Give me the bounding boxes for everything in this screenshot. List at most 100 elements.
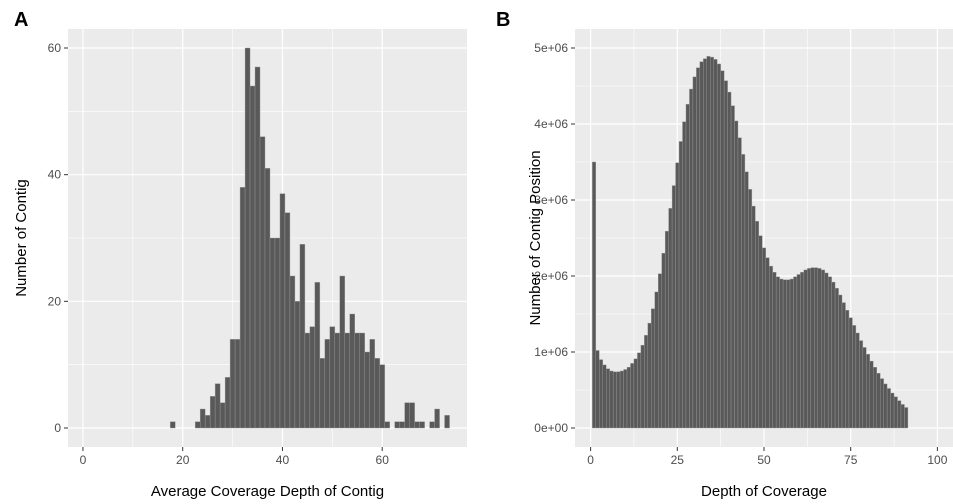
- y-tick-label: 0: [54, 421, 61, 435]
- x-tick-label: 60: [376, 453, 390, 467]
- x-tick-label: 0: [587, 453, 594, 467]
- histogram-bar: [762, 247, 766, 429]
- histogram-bar: [800, 272, 805, 429]
- histogram-bar: [359, 332, 365, 429]
- histogram-bar: [409, 402, 415, 429]
- x-tick-label: 100: [927, 453, 947, 467]
- histogram-bar: [249, 85, 256, 429]
- histogram-bar: [612, 371, 617, 429]
- histogram-bar: [703, 58, 707, 429]
- histogram-bar: [821, 269, 825, 429]
- histogram-bar: [855, 332, 860, 429]
- histogram-bar: [765, 257, 770, 429]
- y-tick-label: 3e+06: [534, 193, 568, 207]
- histogram-bar: [713, 59, 718, 429]
- histogram-bar: [599, 359, 603, 429]
- histogram-bar: [314, 282, 321, 429]
- histogram-bar: [294, 301, 301, 429]
- histogram-bar: [793, 276, 798, 429]
- histogram-bar: [751, 205, 756, 429]
- histogram-bar: [782, 279, 787, 429]
- histogram-bar: [399, 421, 405, 429]
- y-tick-label: 0e+00: [534, 421, 568, 435]
- histogram-bar: [224, 377, 231, 429]
- histogram-bar: [444, 415, 450, 429]
- panel-a-y-ticks: 0 20 40 60: [48, 41, 68, 435]
- y-tick-label: 2e+06: [534, 269, 568, 283]
- histogram-bar: [279, 193, 286, 429]
- histogram-bar: [758, 235, 763, 429]
- histogram-bar: [339, 275, 346, 429]
- histogram-bar: [741, 154, 746, 429]
- histogram-bar: [334, 332, 341, 429]
- histogram-bar: [284, 212, 291, 429]
- histogram-bar: [606, 368, 610, 429]
- histogram-bar: [814, 267, 818, 429]
- histogram-bar: [859, 340, 864, 429]
- histogram-bar: [254, 66, 261, 429]
- histogram-bar: [194, 421, 201, 429]
- histogram-bar: [848, 317, 853, 429]
- panel-a: 0 20 40 60 0 20 40 60 A Average Coverage Depth…: [13, 9, 467, 500]
- histogram-bar: [299, 244, 306, 429]
- y-tick-label: 40: [48, 168, 62, 182]
- histogram-bar: [737, 137, 742, 429]
- histogram-bar: [682, 121, 687, 429]
- y-tick-label: 20: [48, 294, 62, 308]
- y-tick-label: 5e+06: [534, 41, 568, 55]
- histogram-bar: [866, 354, 870, 429]
- histogram-bar: [716, 63, 721, 429]
- y-tick-label: 60: [48, 41, 62, 55]
- histogram-bar: [779, 278, 784, 429]
- histogram-bar: [434, 408, 440, 429]
- histogram-bar: [664, 230, 669, 429]
- x-tick-label: 20: [176, 453, 190, 467]
- x-tick-label: 25: [671, 453, 685, 467]
- x-tick-label: 0: [80, 453, 87, 467]
- histogram-bar: [619, 370, 624, 429]
- histogram-bar: [883, 383, 888, 429]
- histogram-bar: [319, 358, 326, 429]
- histogram-bar: [623, 369, 628, 429]
- panel-b-bars: [592, 56, 909, 429]
- panel-a-x-ticks: 0 20 40 60: [80, 447, 390, 467]
- histogram-bar: [876, 373, 881, 429]
- histogram-bar: [696, 67, 701, 429]
- histogram-bar: [730, 105, 735, 429]
- histogram-bar: [886, 388, 891, 429]
- histogram-bar: [616, 371, 621, 429]
- panel-a-tag: A: [14, 9, 28, 31]
- histogram-bar: [838, 294, 843, 429]
- histogram-bar: [369, 339, 375, 429]
- histogram-bar: [234, 339, 241, 429]
- histogram-bar: [692, 76, 697, 429]
- panel-b: 0 25 50 75 100 0e+00 1e+06 2e+06 3e+06 4e+06 5e+0…: [496, 9, 953, 500]
- histogram-bar: [789, 278, 794, 429]
- histogram-bar: [654, 291, 659, 429]
- histogram-bar: [845, 310, 850, 429]
- histogram-bar: [904, 407, 909, 429]
- histogram-bar: [374, 358, 380, 429]
- histogram-bar: [609, 370, 614, 429]
- histogram-bar: [324, 339, 331, 429]
- histogram-bar: [668, 208, 673, 429]
- histogram-bar: [720, 70, 725, 429]
- panel-b-x-axis-title: Depth of Coverage: [701, 483, 827, 500]
- histogram-bar: [897, 400, 902, 429]
- histogram-bar: [748, 189, 753, 429]
- histogram-bar: [862, 347, 867, 429]
- histogram-bar: [274, 237, 281, 429]
- histogram-bar: [689, 88, 694, 429]
- histogram-bar: [214, 383, 221, 429]
- histogram-bar: [827, 276, 832, 429]
- histogram-bar: [661, 252, 666, 429]
- histogram-bar: [289, 275, 296, 429]
- histogram-bar: [379, 364, 385, 429]
- x-tick-label: 75: [844, 453, 858, 467]
- histogram-bar: [675, 162, 680, 429]
- histogram-bar: [786, 279, 791, 429]
- histogram-bar: [630, 363, 635, 429]
- histogram-bar: [219, 402, 226, 429]
- panel-b-x-ticks: 0 25 50 75 100: [587, 447, 948, 467]
